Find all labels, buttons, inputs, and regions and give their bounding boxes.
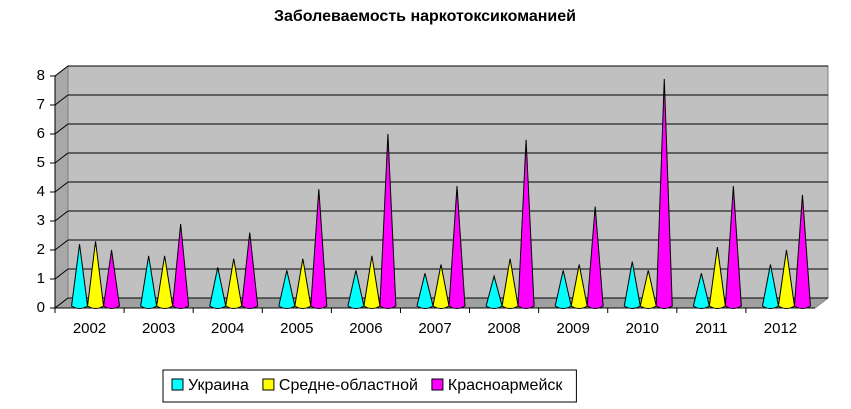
cone (379, 133, 397, 309)
x-tick-label: 2011 (695, 320, 727, 337)
chart-title: Заболеваемость наркотоксикоманией (274, 8, 576, 25)
x-tick-label: 2004 (211, 320, 244, 337)
grid-line-side (54, 152, 69, 164)
x-tick-label: 2006 (349, 320, 382, 337)
cone (655, 78, 673, 309)
cone (172, 223, 190, 309)
x-tick-label: 2005 (280, 320, 313, 337)
x-tick-label: 2007 (418, 320, 451, 337)
y-tick-label: 5 (37, 154, 45, 171)
cone (103, 249, 121, 309)
grid-line-side (54, 297, 69, 309)
y-tick-label: 7 (37, 96, 45, 113)
legend (162, 369, 577, 403)
y-tick-label: 1 (37, 270, 45, 287)
y-tick-label: 4 (37, 183, 45, 200)
x-tick-label: 2010 (626, 320, 659, 337)
grid-line-side (54, 239, 69, 251)
grid-line-side (54, 181, 69, 193)
cone (517, 139, 535, 309)
x-tick-label: 2008 (487, 320, 520, 337)
y-tick-label: 6 (37, 125, 45, 142)
legend-label: Украина (188, 377, 249, 394)
grid-line-side (54, 94, 69, 106)
cone (793, 194, 811, 309)
legend-swatch (171, 378, 184, 391)
x-tick-label: 2012 (764, 320, 797, 337)
cone (241, 232, 259, 309)
cone (586, 206, 604, 309)
grid-line-side (54, 210, 69, 222)
legend-swatch (431, 378, 444, 391)
y-tick-label: 8 (37, 67, 45, 84)
x-tick-label: 2003 (142, 320, 175, 337)
cone (724, 186, 742, 309)
legend-swatch (262, 378, 275, 391)
cone (310, 189, 328, 309)
grid-line-side (54, 65, 69, 77)
legend-label: Красноармейск (448, 377, 563, 394)
y-tick-label: 3 (37, 212, 45, 229)
grid-line-side (54, 268, 69, 280)
y-tick-label: 0 (37, 299, 45, 316)
grid-line-side (54, 123, 69, 135)
x-tick-label: 2009 (556, 320, 589, 337)
x-tick-label: 2002 (73, 320, 106, 337)
y-tick-label: 2 (37, 241, 45, 258)
cone (448, 186, 466, 309)
legend-label: Средне-областной (279, 377, 418, 394)
